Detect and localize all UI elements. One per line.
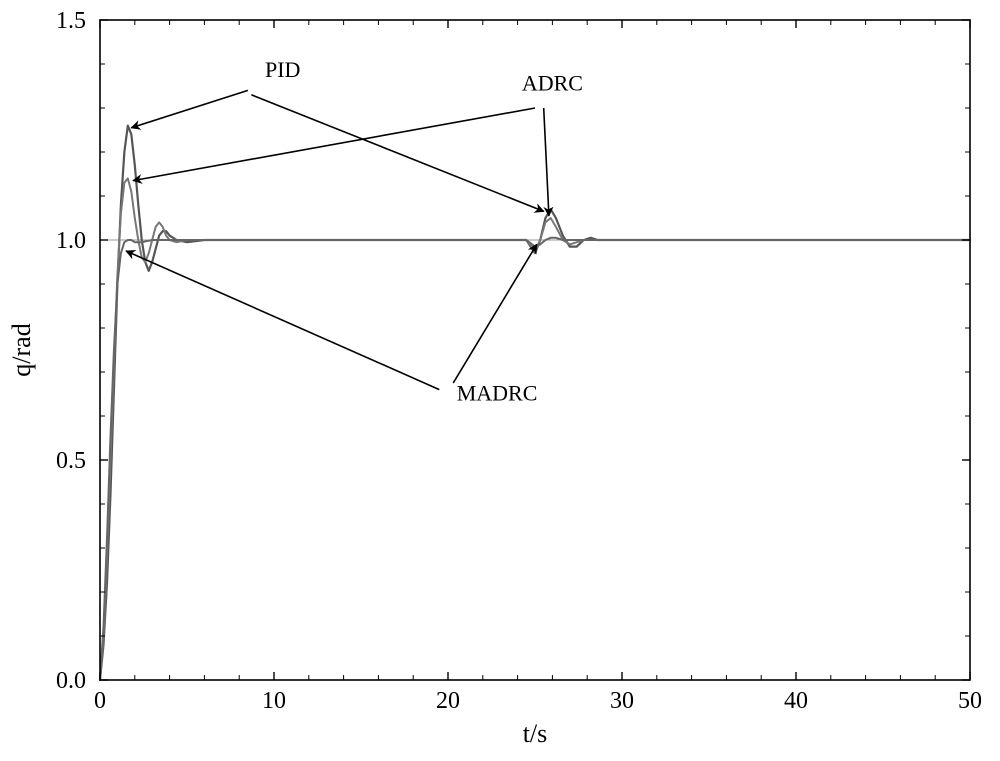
x-tick-label: 40 [784, 688, 808, 714]
x-tick-label: 20 [436, 688, 460, 714]
y-tick-label: 0.5 [56, 448, 86, 474]
x-tick-label: 50 [958, 688, 982, 714]
annotation-label-MADRC: MADRC [457, 381, 538, 406]
annotation-label-PID: PID [265, 57, 300, 82]
y-axis-label: q/rad [7, 323, 36, 376]
x-tick-label: 0 [94, 688, 106, 714]
response-chart: 0 10 20 30 40 50 0.0 0.5 1.0 1.5 t/s q/rad PID ADRC MA… [0, 0, 1000, 761]
y-tick-label: 1.0 [56, 228, 86, 254]
x-tick-label: 30 [610, 688, 634, 714]
chart-svg: 0 10 20 30 40 50 0.0 0.5 1.0 1.5 t/s q/rad PID ADRC MA… [0, 0, 1000, 761]
annotation-label-ADRC: ADRC [522, 70, 583, 95]
y-tick-label: 1.5 [56, 8, 86, 34]
x-tick-label: 10 [262, 688, 286, 714]
y-tick-label: 0.0 [56, 668, 86, 694]
x-axis-label: t/s [523, 719, 548, 748]
